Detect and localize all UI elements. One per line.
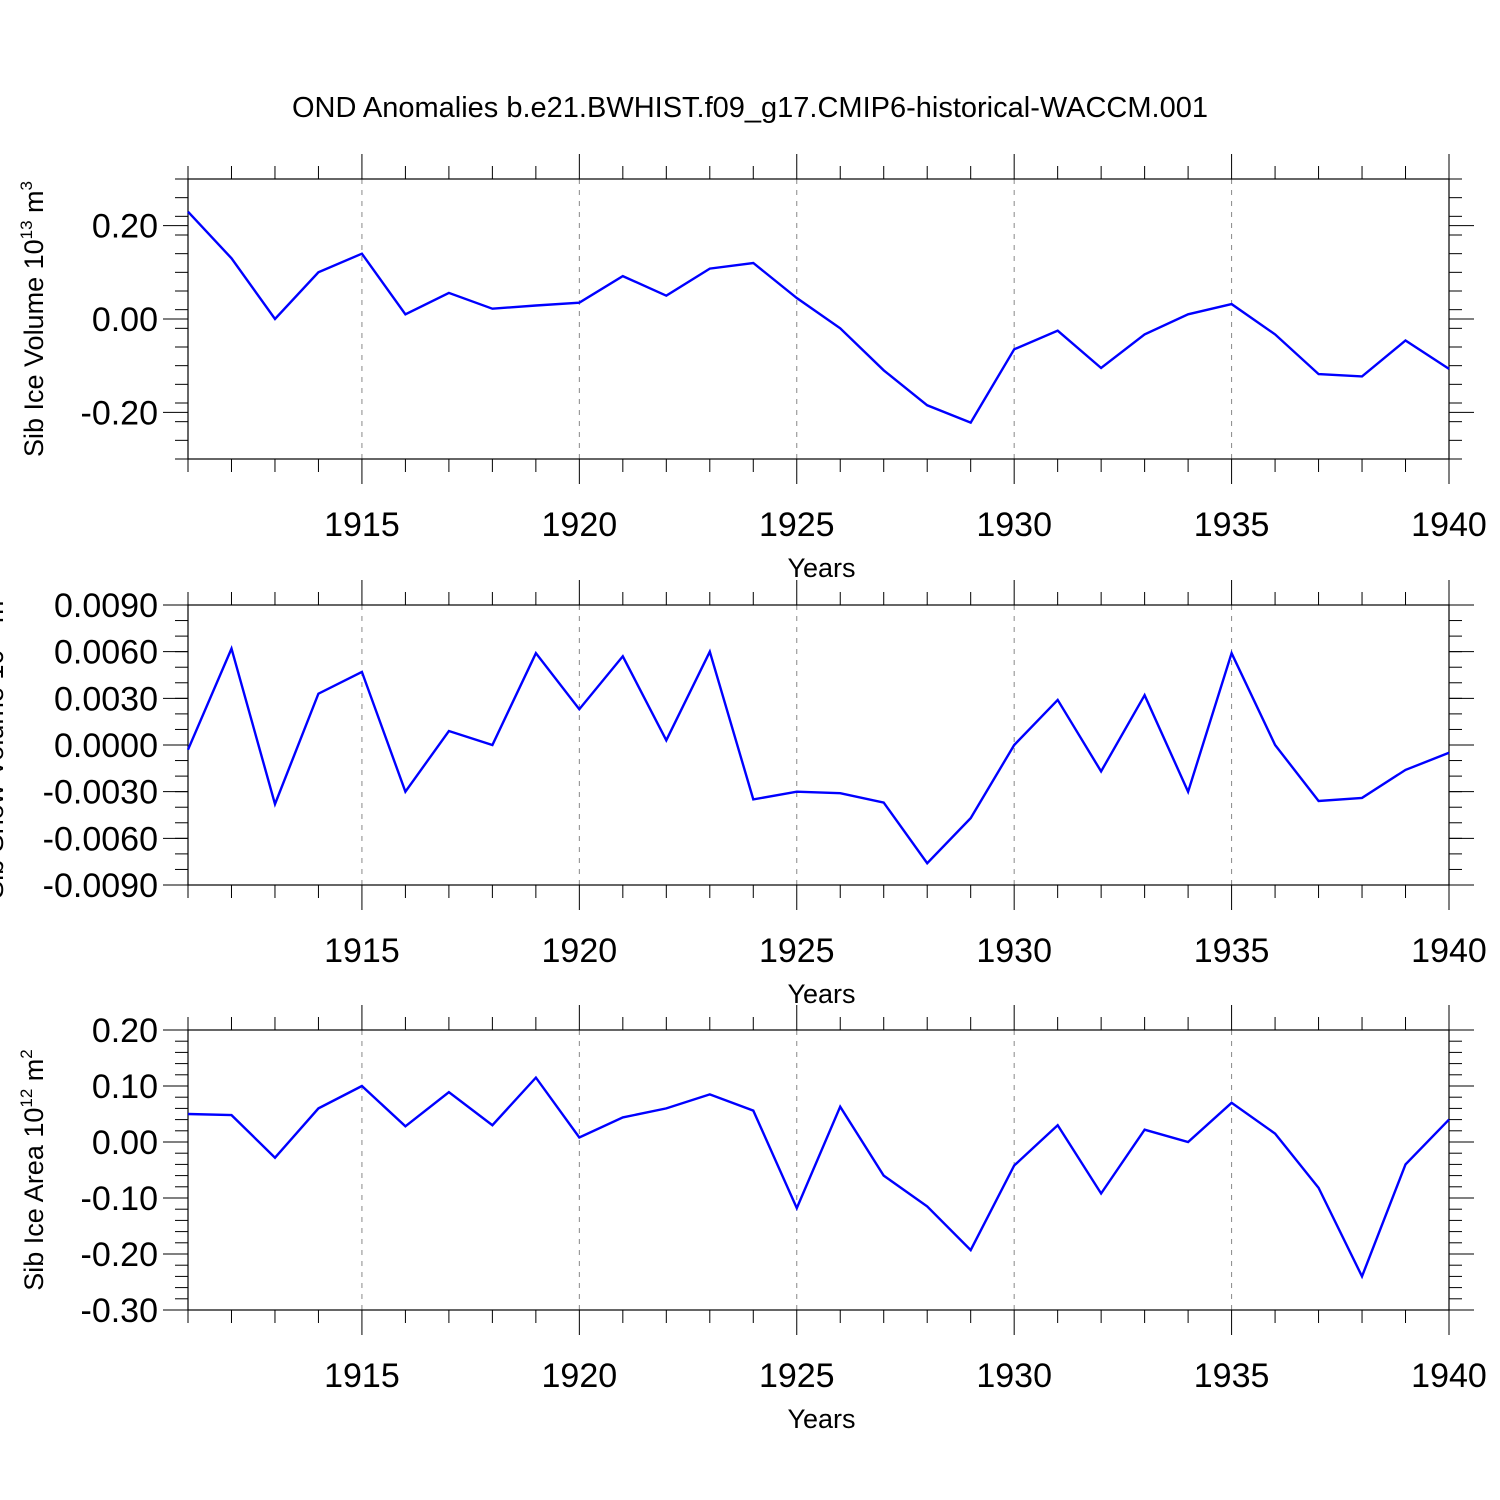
x-tick-label: 1935 — [1194, 506, 1270, 544]
y-tick-label: 0.0090 — [54, 587, 158, 625]
y-axis-label-exponent: 13 — [17, 220, 36, 239]
x-tick-label: 1920 — [542, 1357, 618, 1395]
chart-panel-1: -0.20 0.00 0.20 1915 1920 1925 1930 1935 1940 Yea… — [17, 154, 1487, 583]
x-axis-label: Years — [787, 1404, 855, 1434]
y-axis-label-main: Sib Ice Area 10 — [19, 1108, 49, 1291]
series-line-1 — [187, 1075, 1450, 1280]
x-tick-label: 1920 — [542, 506, 618, 544]
x-tick-label: 1920 — [542, 932, 618, 970]
y-axis-label-unit: m — [0, 601, 9, 631]
x-axis-label: Years — [787, 553, 855, 583]
y-tick-label: 0.00 — [92, 301, 158, 339]
y-tick-label: -0.20 — [81, 1236, 159, 1274]
x-tick-label: 1930 — [976, 1357, 1052, 1395]
x-tick-label: 1915 — [324, 1357, 400, 1395]
x-tick-label: 1925 — [759, 506, 835, 544]
axis-ticks — [163, 580, 1474, 910]
y-tick-label: -0.20 — [81, 394, 159, 432]
y-tick-label: -0.0060 — [43, 820, 158, 858]
y-axis-label-unit-exponent: 3 — [17, 181, 36, 190]
plot-frame — [187, 1029, 1450, 1311]
y-tick-label: 0.20 — [92, 208, 158, 246]
chart-panel-2: -0.0090 -0.0060 -0.0030 0.0000 0.0030 0.0060 0… — [0, 580, 1487, 1009]
x-tick-label: 1935 — [1194, 1357, 1270, 1395]
x-tick-label: 1925 — [759, 1357, 835, 1395]
axis-ticks — [163, 154, 1474, 484]
x-tick-label: 1930 — [976, 932, 1052, 970]
y-tick-label: -0.0090 — [43, 867, 158, 905]
y-tick-label: 0.0030 — [54, 680, 158, 718]
x-tick-label: 1930 — [976, 506, 1052, 544]
series-line-1 — [187, 210, 1450, 425]
y-axis-label-unit: m — [19, 190, 49, 220]
x-tick-label: 1925 — [759, 932, 835, 970]
y-tick-label: -0.30 — [81, 1292, 159, 1330]
chart-panel-3: -0.30 -0.20 -0.10 0.00 0.10 0.20 1915 1920 1925 1… — [17, 1005, 1487, 1434]
plot-frame — [187, 604, 1450, 886]
y-axis-label-unit: m — [19, 1059, 49, 1089]
y-axis-label: Sib Snow Volume 1013 m3 — [0, 591, 9, 899]
y-tick-label: 0.0000 — [54, 727, 158, 765]
y-axis-label-main: Sib Ice Volume 10 — [19, 239, 49, 457]
plot-frame — [187, 178, 1450, 460]
x-tick-label: 1940 — [1411, 932, 1487, 970]
x-tick-label: 1940 — [1411, 506, 1487, 544]
y-axis-label-exponent: 12 — [17, 1089, 36, 1108]
y-axis-label: Sib Ice Volume 1013 m3 — [17, 181, 49, 457]
figure-title: OND Anomalies b.e21.BWHIST.f09_g17.CMIP6… — [292, 92, 1208, 124]
y-axis-label-main: Sib Snow Volume 10 — [0, 650, 9, 899]
y-tick-label: -0.0030 — [43, 774, 158, 812]
y-axis-label: Sib Ice Area 1012 m2 — [17, 1049, 49, 1291]
y-tick-label: 0.0060 — [54, 634, 158, 672]
x-tick-label: 1915 — [324, 932, 400, 970]
x-tick-label: 1915 — [324, 506, 400, 544]
axis-ticks — [163, 1005, 1474, 1335]
x-tick-label: 1935 — [1194, 932, 1270, 970]
y-axis-label-unit-exponent: 2 — [17, 1049, 36, 1058]
y-tick-label: 0.00 — [92, 1124, 158, 1162]
series-line-1 — [186, 645, 1450, 866]
y-tick-label: 0.10 — [92, 1068, 158, 1106]
x-axis-label: Years — [787, 979, 855, 1009]
x-tick-label: 1940 — [1411, 1357, 1487, 1395]
y-tick-label: -0.10 — [81, 1180, 159, 1218]
y-tick-label: 0.20 — [92, 1012, 158, 1050]
